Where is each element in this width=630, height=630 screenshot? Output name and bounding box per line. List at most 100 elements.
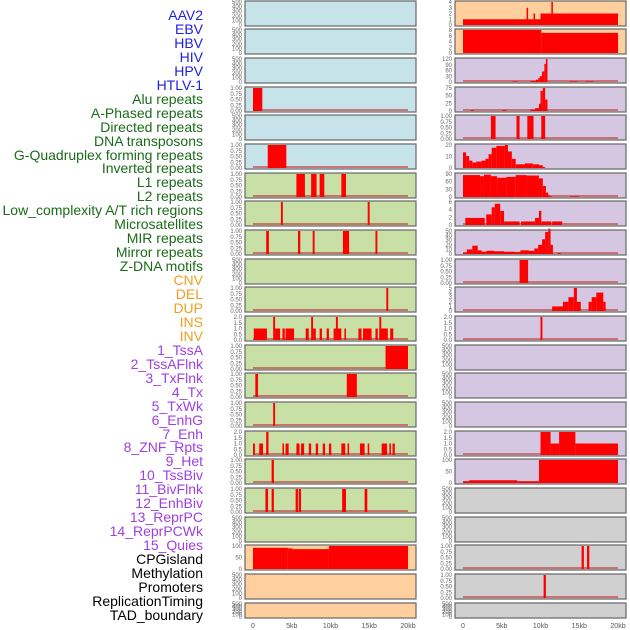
x-tick-label: 0 — [251, 623, 255, 630]
track-label: 8_ZNF_Rpts — [123, 439, 203, 456]
data-bar — [328, 443, 332, 455]
track-label: HBV — [174, 34, 203, 51]
data-bar — [477, 250, 482, 254]
y-tick-label: 0.25 — [440, 275, 452, 281]
track-label: 11_BivFlnk — [134, 481, 203, 498]
data-bar — [515, 164, 525, 168]
panel-frame — [244, 344, 417, 371]
data-bar — [344, 328, 346, 340]
y-tick-label: 100 — [232, 591, 243, 597]
track-label: 10_TssBiv — [139, 467, 203, 484]
panel-frame — [244, 286, 417, 313]
y-tick-label: 0 — [449, 166, 453, 172]
panel-background — [455, 402, 626, 427]
y-tick-label: 100 — [232, 276, 243, 282]
panel-background — [245, 287, 416, 312]
panel-background — [245, 87, 416, 112]
y-tick-label: 20 — [445, 243, 452, 249]
y-tick-label: 3 — [449, 295, 453, 301]
y-tick-label: 200 — [442, 386, 453, 392]
data-bar — [273, 317, 276, 340]
panel-background — [245, 603, 416, 618]
y-tick-label: 0 — [449, 195, 453, 201]
y-tick-label: 0.50 — [230, 298, 242, 304]
data-bar — [530, 81, 536, 82]
y-tick-label: 1 — [449, 17, 453, 23]
y-tick-label: 1.5 — [444, 321, 453, 327]
y-tick-label: 0.25 — [230, 303, 242, 309]
y-tick-label: 400 — [232, 605, 243, 611]
data-bar — [494, 251, 505, 254]
panel-frame — [244, 516, 417, 543]
y-tick-label: 0.75 — [440, 579, 452, 585]
data-bar — [535, 79, 539, 82]
baseline-bar — [463, 309, 618, 311]
track-label: 3_TxFlnk — [145, 369, 203, 386]
y-tick-label: 0.00 — [440, 596, 452, 602]
panel-frame — [454, 200, 627, 227]
y-tick-label: 0.25 — [230, 418, 242, 424]
track-label: 1_TssA — [157, 341, 203, 358]
y-tick-label: 1 — [449, 304, 453, 310]
y-tick-label: 1.00 — [440, 573, 452, 579]
track-label: 4_Tx — [171, 383, 203, 400]
y-tick-label: 6 — [449, 34, 453, 40]
data-bar — [463, 19, 541, 25]
y-tick-label: 100 — [442, 458, 453, 464]
y-tick-label: 0.50 — [440, 556, 452, 562]
track-label: DEL — [175, 286, 203, 302]
panel-background — [245, 488, 416, 513]
y-tick-label: 0 — [239, 51, 243, 57]
track-label: TAD_boundary — [109, 606, 203, 623]
data-bar — [548, 195, 550, 197]
panel-background — [245, 402, 416, 427]
data-bar — [545, 99, 548, 111]
y-tick-label: 300 — [442, 525, 453, 531]
y-tick-label: 0 — [239, 80, 243, 86]
data-bar — [504, 251, 515, 254]
data-bar — [497, 177, 507, 197]
y-tick-label: 0.0 — [234, 338, 243, 344]
data-bar — [463, 30, 542, 53]
data-bar — [311, 174, 317, 197]
y-tick-label: 25 — [445, 101, 452, 107]
data-bar — [542, 88, 546, 111]
y-tick-label: 0 — [449, 309, 453, 315]
panel-frame — [454, 172, 627, 199]
y-tick-label: 0 — [449, 510, 453, 516]
data-bar — [519, 260, 529, 283]
y-tick-label: 100 — [232, 132, 243, 138]
baseline-bar — [253, 367, 408, 369]
panel-frame — [454, 602, 627, 619]
data-bar — [569, 81, 577, 82]
y-tick-label: 300 — [442, 381, 453, 387]
y-tick-label: 300 — [232, 9, 243, 15]
track-label: Alu repeats — [132, 90, 203, 107]
y-tick-label: 0.75 — [440, 120, 452, 126]
y-tick-label: 200 — [442, 501, 453, 507]
y-tick-label: 2 — [449, 215, 453, 221]
track-label: HTLV-1 — [156, 76, 203, 93]
data-bar — [485, 158, 489, 168]
x-tick-label: 5kb — [286, 623, 297, 630]
y-tick-label: 10 — [445, 247, 452, 253]
panel-frame — [454, 28, 627, 55]
y-tick-label: 1.00 — [230, 344, 242, 350]
data-bar — [488, 154, 492, 168]
y-tick-label: 0.75 — [440, 264, 452, 270]
track-label: EBV — [174, 20, 203, 37]
baseline-bar — [253, 195, 408, 197]
y-tick-label: 0.50 — [230, 499, 242, 505]
y-tick-label: 300 — [442, 410, 453, 416]
y-tick-label: 500 — [442, 372, 453, 378]
data-bar — [386, 288, 389, 311]
data-bar — [313, 328, 316, 340]
data-bar — [389, 443, 391, 455]
y-tick-label: 0 — [449, 51, 453, 57]
y-tick-label: 500 — [442, 487, 453, 493]
data-bar — [535, 108, 539, 111]
data-bar — [463, 175, 481, 197]
y-tick-label: 500 — [232, 0, 243, 6]
y-tick-label: 0.00 — [230, 424, 242, 430]
y-tick-label: 0.00 — [230, 510, 242, 516]
